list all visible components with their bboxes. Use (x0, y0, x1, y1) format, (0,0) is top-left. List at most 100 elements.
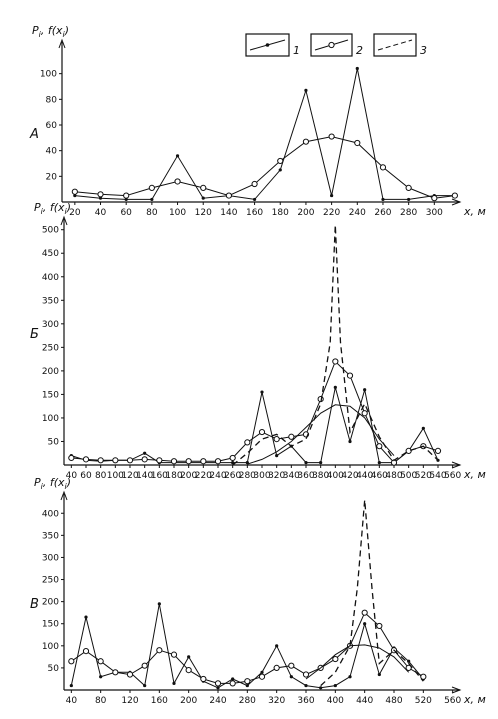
data-point (363, 622, 367, 626)
data-point (97, 457, 104, 464)
y-tick-label: 100 (42, 642, 59, 652)
y-tick-label: 300 (42, 553, 59, 563)
data-point (244, 439, 251, 446)
series-line (71, 387, 439, 464)
x-tick-label: 200 (297, 208, 314, 218)
data-point (71, 188, 78, 195)
x-tick-label: 100 (107, 471, 124, 481)
x-axis-arrow (451, 461, 462, 469)
data-point (260, 670, 264, 674)
legend-label: 2 (356, 44, 363, 57)
data-point (229, 454, 236, 462)
series-line (305, 644, 410, 680)
data-point (214, 680, 222, 687)
x-tick-label: 400 (327, 696, 344, 706)
data-point (126, 671, 134, 678)
data-point (68, 454, 75, 462)
legend-item-1: 1 (245, 33, 300, 57)
data-point (277, 157, 284, 165)
y-tick-label: 450 (42, 249, 59, 259)
y-tick-label: 400 (42, 509, 59, 519)
x-tick-label: 160 (151, 696, 168, 706)
data-point (156, 457, 163, 464)
x-tick-label: 300 (253, 471, 270, 481)
y-tick-label: 50 (48, 437, 60, 447)
data-point (172, 681, 176, 685)
y-tick-label: 60 (46, 121, 58, 131)
x-tick-label: 240 (349, 208, 366, 218)
y-tick-label: 400 (42, 273, 59, 283)
data-point (348, 675, 352, 679)
y-tick-label: 350 (42, 531, 59, 541)
data-point (405, 184, 412, 191)
panel-3: 50 100 150 200 250 300 350 400 40 80 120 160 200 240 2… (30, 476, 486, 706)
data-point (434, 447, 442, 454)
y-tick-label: 500 (42, 226, 59, 236)
data-point (275, 453, 279, 458)
panel-label: А (29, 127, 39, 142)
x-tick-label: 20 (69, 208, 81, 218)
data-point (288, 662, 295, 669)
x-tick-label: 60 (120, 208, 132, 218)
x-tick-label: 360 (297, 471, 314, 481)
x-tick-label: 260 (374, 208, 391, 218)
data-point (346, 372, 354, 379)
data-point (175, 154, 180, 158)
x-axis-arrow (451, 198, 462, 206)
y-tick-label: 150 (42, 620, 59, 630)
legend-box (245, 33, 290, 57)
data-point (330, 193, 334, 198)
data-point (170, 651, 178, 658)
x-tick-label: 280 (400, 208, 417, 218)
y-tick-label: 100 (40, 70, 57, 80)
x-axis-arrow (451, 686, 462, 694)
data-point (319, 461, 323, 465)
data-point (275, 644, 279, 648)
data-point (187, 655, 191, 659)
data-point (332, 358, 339, 365)
data-point (244, 678, 251, 685)
y-axis-arrow (60, 215, 68, 226)
x-tick-label: 260 (224, 471, 241, 481)
data-point (245, 683, 249, 688)
data-point (407, 659, 411, 663)
series-line (74, 68, 455, 200)
y-tick-label: 20 (46, 172, 58, 182)
data-point (200, 675, 207, 683)
data-point (420, 673, 427, 680)
data-point (405, 447, 412, 454)
panel-1: 20 40 60 80 100 20 40 60 80 100 120 140 160 180 200 220… (29, 24, 486, 218)
x-tick-label: 400 (327, 471, 344, 481)
x-tick-label: 360 (297, 696, 314, 706)
series-1 (69, 602, 425, 690)
series-smooth (305, 644, 410, 680)
data-point (143, 683, 147, 688)
data-point (333, 385, 337, 389)
series-line (320, 499, 424, 687)
data-point (170, 458, 178, 465)
data-point (421, 426, 425, 430)
y-tick-label: 150 (42, 390, 59, 400)
data-point (231, 677, 235, 681)
data-point (97, 191, 104, 198)
x-tick-label: 520 (415, 471, 432, 481)
x-tick-label: 560 (444, 696, 461, 706)
y-tick-label: 40 (46, 147, 58, 157)
data-point (97, 658, 104, 665)
data-point (201, 196, 205, 200)
x-tick-label: 520 (415, 696, 432, 706)
y-axis-arrow (58, 38, 66, 49)
data-point (273, 436, 280, 443)
data-point (288, 433, 295, 440)
legend-marker-dot (265, 43, 270, 47)
data-point (225, 192, 233, 199)
data-point (348, 439, 352, 444)
x-tick-label: 180 (165, 471, 182, 481)
data-point (174, 178, 181, 185)
data-point (451, 192, 458, 199)
series-3 (320, 499, 424, 687)
x-tick-label: 440 (356, 696, 373, 706)
y-axis-arrow (60, 490, 68, 501)
x-tick-label: 40 (66, 471, 78, 481)
